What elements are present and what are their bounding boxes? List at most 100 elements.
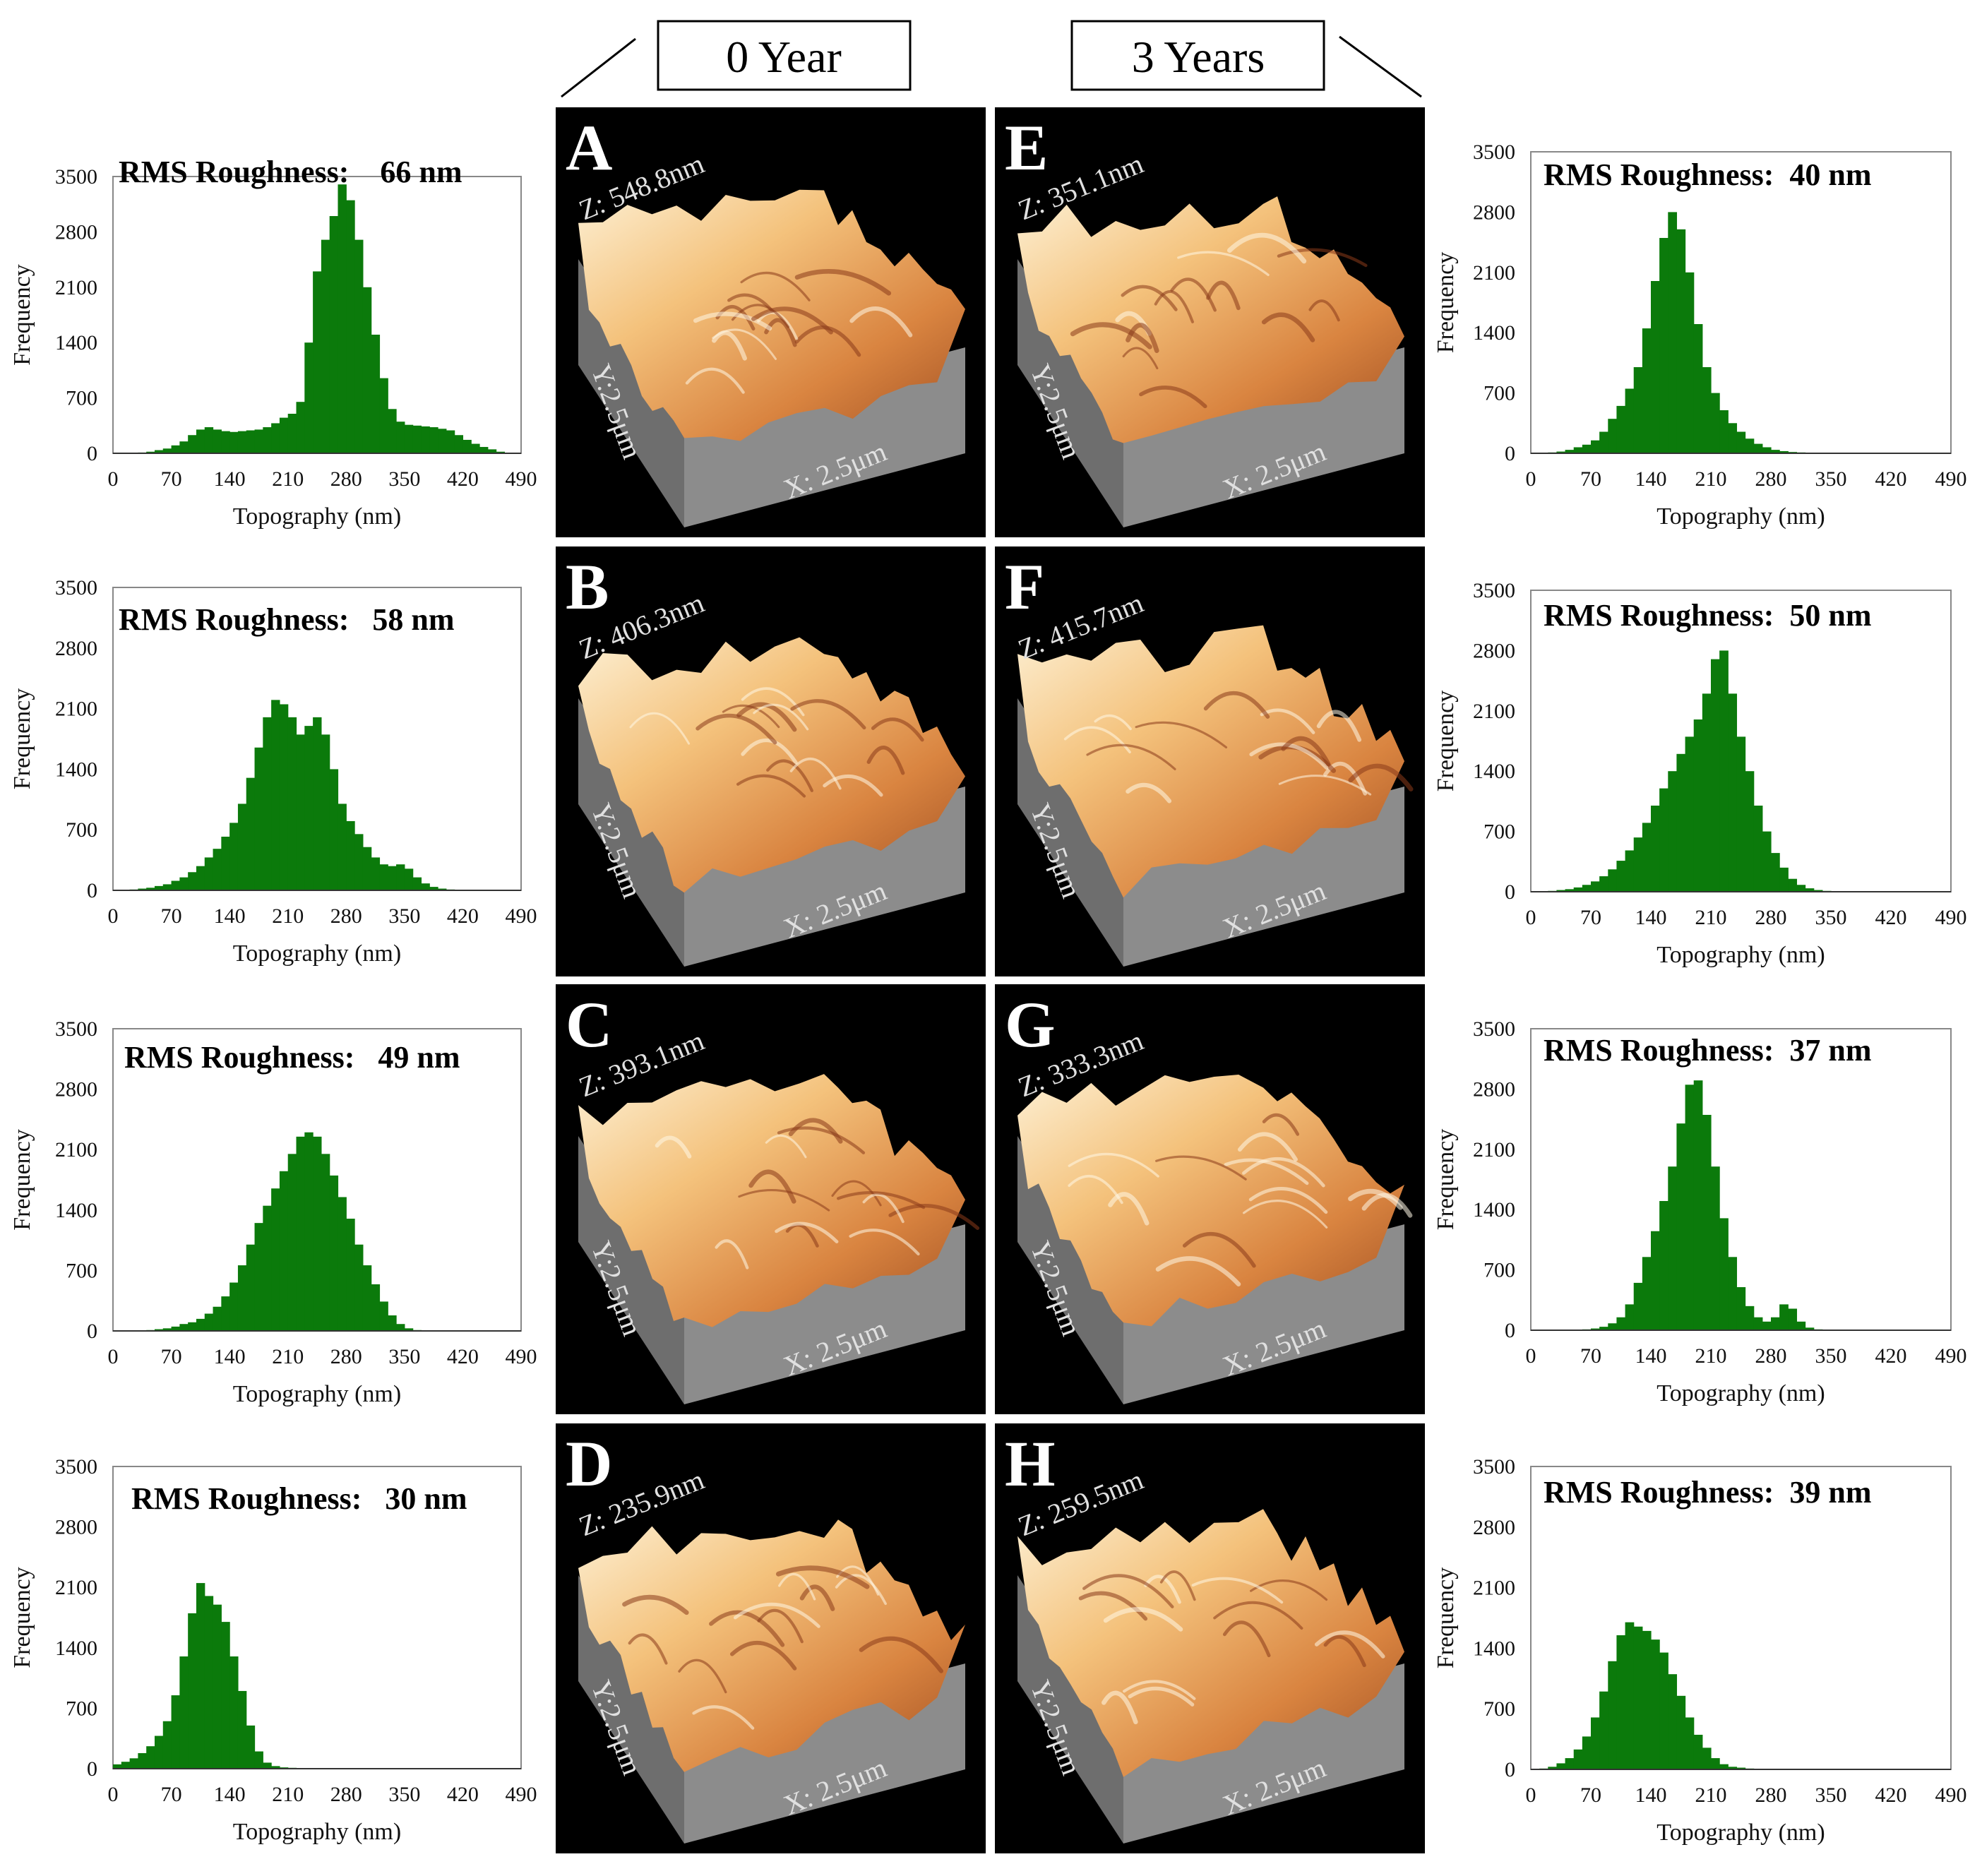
histogram-bar: [1736, 1767, 1746, 1769]
histogram-bar: [329, 216, 339, 453]
histogram-bar: [271, 1766, 280, 1769]
afm-ridge: [1308, 299, 1340, 322]
afm-ridge: [628, 1633, 668, 1665]
histogram-bar: [379, 864, 388, 890]
x-axis-title: Topography (nm): [233, 503, 401, 530]
histogram-bar: [1728, 1767, 1738, 1769]
histogram-bar: [1771, 1317, 1780, 1330]
histogram-bar: [1668, 771, 1678, 892]
histogram-bar: [462, 439, 472, 453]
histogram-bar: [1753, 1317, 1763, 1330]
x-tick-label: 280: [330, 904, 362, 928]
afm-ridge: [789, 758, 842, 790]
x-axis-title: Topography (nm): [233, 940, 401, 967]
histogram-bar: [188, 435, 197, 453]
histogram-bar: [1788, 878, 1798, 892]
histogram-bar: [263, 427, 272, 453]
histogram-bar: [204, 857, 214, 890]
histogram-bar: [154, 450, 164, 453]
histogram-bar: [1702, 693, 1712, 892]
plot-frame: [1530, 151, 1952, 454]
histogram-bar: [154, 1329, 164, 1331]
histogram-bar: [229, 431, 239, 453]
afm-ridge: [849, 1229, 920, 1256]
x-tick-label: 490: [506, 467, 537, 491]
histogram-bar: [371, 335, 381, 453]
afm-ridge: [766, 759, 813, 792]
afm-base-left: [1017, 1575, 1123, 1844]
x-tick-label: 490: [1935, 1344, 1967, 1368]
histogram-bar: [1788, 1308, 1798, 1330]
y-tick-label: 700: [1483, 1259, 1515, 1282]
histogram-bar: [362, 1265, 372, 1331]
x-tick-label: 420: [1875, 1344, 1907, 1368]
x-tick-label: 210: [272, 1783, 304, 1806]
y-tick-label: 3500: [1473, 579, 1515, 602]
histogram-bar: [154, 1735, 164, 1769]
histogram-bar: [1633, 1626, 1643, 1769]
x-tick-label: 140: [214, 904, 246, 928]
histogram-bar: [321, 734, 330, 890]
histogram-bar: [396, 422, 405, 453]
histogram-bar: [1805, 1327, 1815, 1330]
histogram-bar: [179, 1324, 189, 1331]
afm-ridge: [849, 306, 913, 337]
histogram-bar: [1711, 1166, 1720, 1330]
y-tick-label: 0: [1505, 442, 1515, 465]
y-tick-label: 700: [66, 818, 97, 842]
histogram-bar: [1753, 806, 1763, 892]
afm-ridge: [1108, 1192, 1150, 1226]
histogram-bar: [1633, 1282, 1643, 1330]
afm-ridge: [866, 746, 905, 775]
x-tick-label: 140: [214, 1345, 246, 1368]
y-tick-label: 3500: [1473, 141, 1515, 164]
rms-annotation: RMS Roughness: 40 nm: [1544, 157, 1872, 192]
x-tick-label: 350: [1815, 467, 1847, 491]
afm-ridge: [712, 328, 777, 360]
x-tick-label: 210: [272, 467, 304, 491]
histogram-bar: [1659, 1201, 1668, 1330]
y-tick-label: 0: [87, 1320, 97, 1343]
histogram-bar: [162, 1328, 172, 1331]
histogram-bar: [213, 849, 222, 890]
histogram-bar: [1591, 1717, 1600, 1769]
histogram-bar: [1625, 388, 1635, 453]
y-tick-label: 700: [1483, 820, 1515, 844]
histogram-bar: [154, 885, 164, 890]
histogram-bar: [1719, 650, 1729, 892]
x-tick-label: 70: [161, 467, 182, 491]
y-tick-label: 1400: [1473, 760, 1515, 783]
histogram-bar: [1796, 1321, 1806, 1330]
afm-ridge: [1122, 347, 1159, 370]
afm-ridge: [1361, 1193, 1413, 1218]
afm-ridge: [1348, 1188, 1403, 1210]
x-tick-label: 280: [1755, 1344, 1787, 1368]
histogram-bar: [1711, 1758, 1720, 1769]
x-tick-label: 210: [1695, 1344, 1727, 1368]
histogram-bar: [1685, 1717, 1695, 1769]
histogram-bar: [246, 1244, 256, 1331]
histogram-bar: [1573, 887, 1583, 892]
y-axis-title: Frequency: [1433, 1129, 1459, 1231]
afm-ridge: [622, 1594, 689, 1615]
histogram-bar: [1779, 1304, 1789, 1330]
afm-ridge: [1260, 708, 1315, 734]
afm-ridge: [748, 1169, 796, 1204]
afm-ridge: [1222, 1620, 1271, 1658]
histogram-bar: [1573, 447, 1583, 453]
afm-surface: [1017, 196, 1404, 443]
histogram-bar: [171, 1326, 180, 1331]
histogram-bar: [1608, 1323, 1618, 1330]
panel-letter: E: [1005, 112, 1048, 184]
afm-base-right: [1123, 787, 1404, 967]
histogram-bar: [1625, 1622, 1635, 1769]
histogram-bar: [129, 1758, 138, 1769]
y-tick-label: 1400: [55, 1199, 97, 1222]
histogram-bar: [304, 1132, 314, 1331]
histogram-bar: [421, 426, 430, 453]
y-tick-label: 2100: [1473, 700, 1515, 723]
afm-ridge: [1261, 312, 1315, 342]
histogram-bar: [479, 447, 489, 453]
x-tick-label: 490: [506, 1345, 537, 1368]
